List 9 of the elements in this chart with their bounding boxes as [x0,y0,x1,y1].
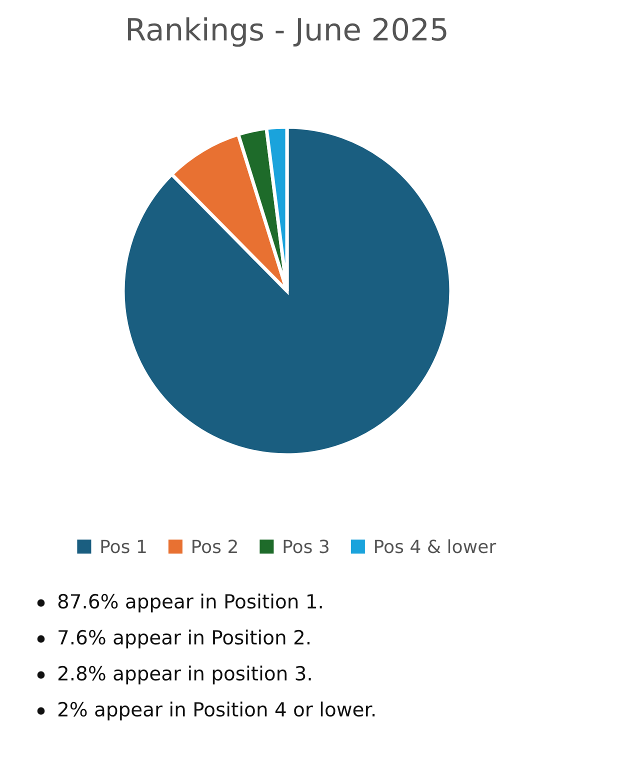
chart-title: Rankings - June 2025 [128,17,446,47]
text: 87.6% appear in Position 1. [58,594,322,612]
legend-label: Pos 1 [101,540,146,554]
text: 2% appear in Position 4 or lower. [58,702,375,720]
text: 2.8% appear in position 3. [58,666,311,684]
legend-label: Pos 2 [192,540,237,554]
legend-label: Pos 3 [284,540,329,554]
legend-label: Pos 4 & lower [375,539,496,554]
text: 7.6% appear in Position 2. [58,630,310,648]
